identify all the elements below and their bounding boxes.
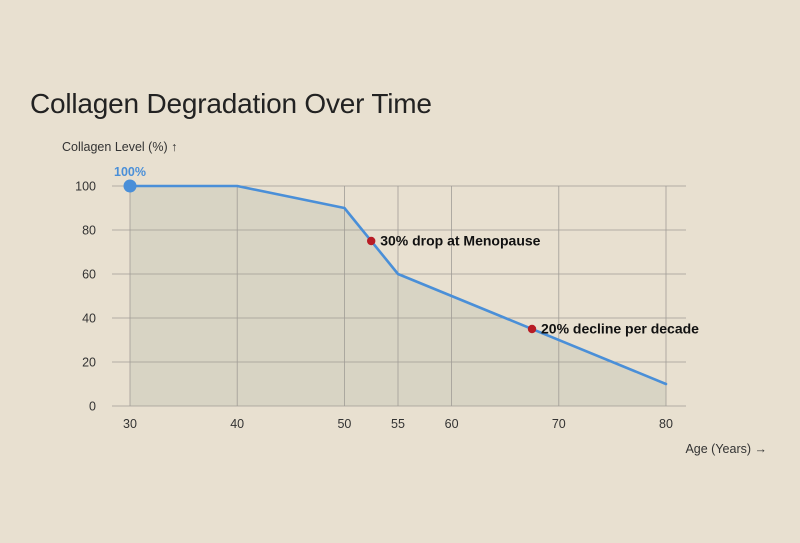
start-point-marker <box>123 179 137 193</box>
y-tick-label: 80 <box>82 224 96 238</box>
annotation-label: 30% drop at Menopause <box>380 233 540 249</box>
y-tick-label: 0 <box>89 400 96 414</box>
y-tick-label: 100 <box>75 180 96 194</box>
annotation-label: 20% decline per decade <box>541 321 699 337</box>
y-tick-label: 40 <box>82 312 96 326</box>
annotation-marker <box>527 324 537 334</box>
x-tick-label: 80 <box>659 417 673 431</box>
x-axis-label: Age (Years) → <box>685 442 767 456</box>
x-tick-label: 40 <box>230 417 244 431</box>
x-tick-label: 60 <box>445 417 459 431</box>
x-tick-label: 30 <box>123 417 137 431</box>
y-tick-label: 60 <box>82 268 96 282</box>
chart-title: Collagen Degradation Over Time <box>30 88 432 119</box>
start-point-label: 100% <box>114 165 146 179</box>
x-tick-label: 70 <box>552 417 566 431</box>
x-tick-label: 55 <box>391 417 405 431</box>
y-axis-label: Collagen Level (%) ↑ <box>62 140 177 154</box>
y-tick-label: 20 <box>82 356 96 370</box>
annotation-marker <box>367 236 376 246</box>
x-tick-label: 50 <box>337 417 351 431</box>
